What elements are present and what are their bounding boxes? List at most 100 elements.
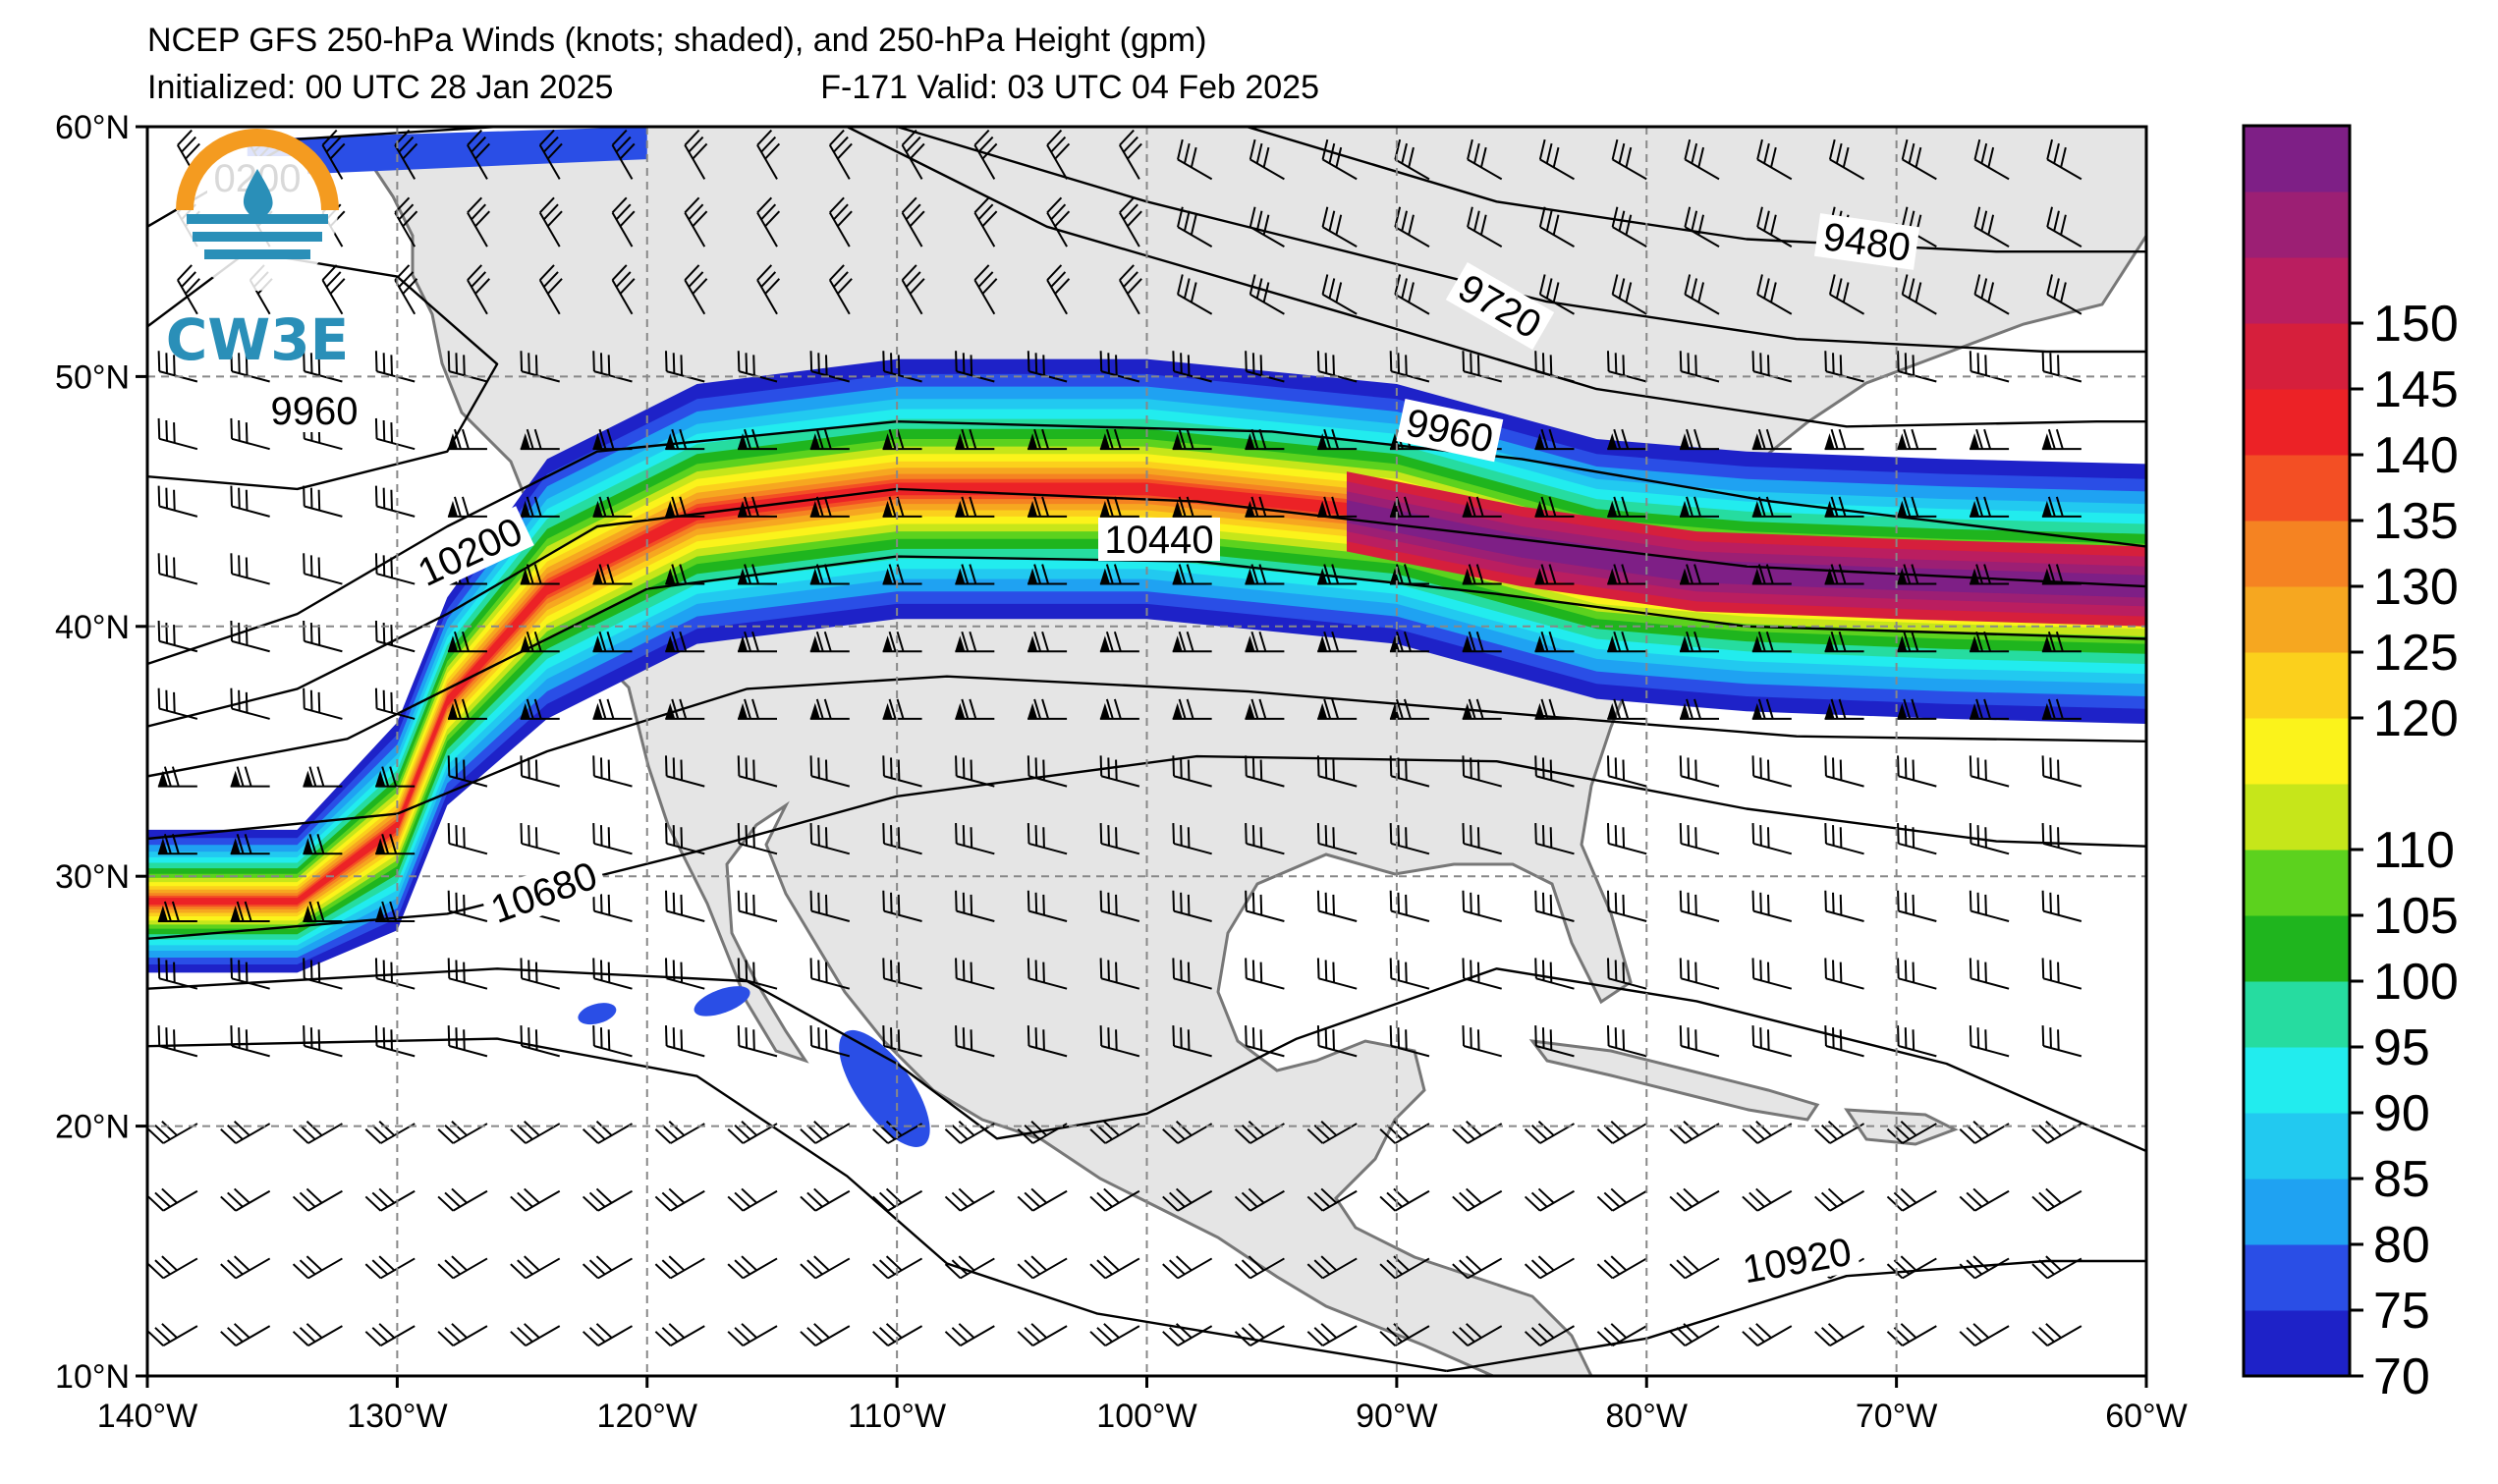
- barb-feather: [1540, 631, 1549, 652]
- barb-feather: [672, 825, 676, 847]
- barb-feather: [1912, 759, 1915, 781]
- barb-feather: [944, 1263, 962, 1280]
- barb-feather: [1830, 698, 1839, 720]
- barb-feather: [378, 1323, 396, 1339]
- barb-feather: [969, 496, 977, 518]
- barb-feather: [1622, 894, 1626, 915]
- barb-feather: [1830, 428, 1839, 450]
- barb-feather: [665, 1025, 668, 1047]
- wind-barb: [2041, 823, 2082, 855]
- barb-feather: [606, 564, 615, 584]
- barb-feather: [598, 496, 607, 518]
- wind-barb: [1534, 428, 1575, 451]
- barb-feather: [1614, 757, 1618, 779]
- barb-feather: [1405, 827, 1408, 849]
- barb-feather: [1172, 755, 1175, 777]
- barb-feather: [1459, 1327, 1475, 1343]
- barb-flag: [1751, 702, 1762, 719]
- wind-barb: [1177, 274, 1213, 315]
- barb-feather: [734, 1191, 750, 1208]
- barb-feather: [1904, 892, 1908, 913]
- barb-feather: [1054, 210, 1071, 228]
- barb-feather: [382, 419, 386, 441]
- barb-feather: [1548, 631, 1557, 652]
- barb-staff: [1756, 1189, 1793, 1212]
- barb-staff: [901, 279, 923, 315]
- barb-feather: [1408, 214, 1415, 236]
- barb-staff: [231, 977, 270, 990]
- barb-feather: [1172, 351, 1175, 372]
- map-content: 9480972099609960102001044010680109200200: [147, 127, 2146, 1376]
- wind-barb: [1959, 1187, 2010, 1212]
- barb-feather: [744, 631, 751, 652]
- barb-feather: [1897, 823, 1900, 844]
- barb-feather: [1966, 1259, 1983, 1276]
- barb-staff: [1752, 1045, 1793, 1058]
- wind-barb: [510, 1255, 561, 1280]
- barb-staff: [1177, 1189, 1213, 1212]
- barb-feather: [444, 1191, 461, 1208]
- barb-staff: [1898, 842, 1937, 855]
- barb-feather: [1625, 146, 1633, 168]
- wind-barb: [800, 1255, 851, 1280]
- barb-feather: [1830, 564, 1839, 584]
- barb-staff: [1249, 1257, 1285, 1280]
- wind-barb: [882, 351, 922, 383]
- barb-feather: [1099, 890, 1103, 911]
- wind-barb: [1379, 1121, 1430, 1144]
- barb-staff: [158, 505, 198, 518]
- barb-feather: [1621, 428, 1630, 450]
- barb-staff: [376, 707, 416, 720]
- barb-staff: [739, 1045, 778, 1058]
- wind-barb: [1099, 1025, 1140, 1058]
- barb-flag: [738, 635, 749, 652]
- wind-barb: [973, 129, 998, 180]
- barb-feather: [378, 1255, 396, 1272]
- barb-feather: [829, 196, 845, 214]
- barb-feather: [402, 278, 418, 295]
- barb-feather: [1976, 892, 1980, 913]
- barb-feather: [737, 823, 741, 844]
- barb-feather: [809, 890, 813, 911]
- barb-feather: [534, 827, 538, 849]
- barb-feather: [872, 1128, 889, 1144]
- wind-barb: [147, 1323, 198, 1347]
- barb-feather: [173, 557, 176, 578]
- barb-flag: [1389, 635, 1400, 652]
- wind-barb: [177, 264, 200, 315]
- wind-barb: [157, 958, 198, 990]
- barb-feather: [163, 834, 172, 854]
- barb-feather: [1755, 1187, 1772, 1204]
- barb-feather: [238, 689, 241, 711]
- barb-feather: [1904, 353, 1908, 374]
- barb-feather: [165, 1027, 168, 1049]
- barb-staff: [452, 1325, 488, 1347]
- wind-barb: [592, 755, 633, 788]
- barb-feather: [815, 698, 824, 720]
- barb-feather: [888, 698, 897, 720]
- barb-feather: [173, 1029, 176, 1051]
- barb-staff: [376, 437, 416, 451]
- wind-barb: [1389, 755, 1430, 788]
- wind-barb: [828, 264, 853, 315]
- barb-staff: [1104, 1325, 1140, 1347]
- wind-barb: [1245, 755, 1285, 788]
- barb-feather: [1969, 755, 1972, 777]
- barb-feather: [607, 894, 611, 915]
- x-tick-label: 80°W: [1605, 1398, 1688, 1435]
- barb-feather: [654, 1263, 672, 1280]
- barb-flag: [230, 905, 241, 921]
- barb-staff: [1539, 1325, 1575, 1347]
- wind-barb: [1611, 274, 1647, 315]
- barb-feather: [817, 892, 820, 913]
- barb-feather: [382, 555, 386, 577]
- barb-feather: [1763, 142, 1770, 164]
- barb-feather: [1262, 146, 1270, 168]
- wind-barb: [538, 196, 563, 247]
- barb-feather: [390, 557, 393, 578]
- barb-feather: [973, 129, 990, 146]
- barb-staff: [883, 977, 922, 990]
- barb-feather: [607, 1029, 611, 1051]
- barb-staff: [756, 144, 778, 180]
- barb-staff: [1119, 144, 1140, 180]
